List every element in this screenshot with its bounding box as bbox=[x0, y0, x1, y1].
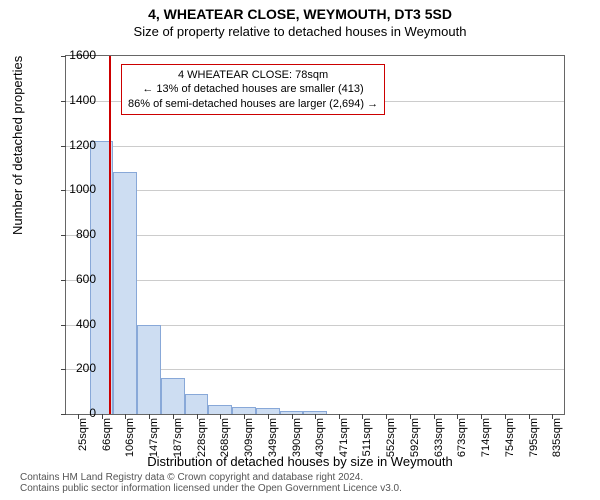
x-tick-label: 754sqm bbox=[504, 418, 516, 478]
histogram-bar bbox=[232, 407, 255, 414]
x-tick-label: 471sqm bbox=[338, 418, 350, 478]
histogram-bar bbox=[113, 172, 137, 414]
footer-line-2: Contains public sector information licen… bbox=[20, 483, 402, 494]
y-tick-label: 1600 bbox=[46, 48, 96, 62]
x-tick-label: 511sqm bbox=[361, 418, 373, 478]
chart-subtitle: Size of property relative to detached ho… bbox=[0, 22, 600, 39]
x-tick-label: 835sqm bbox=[551, 418, 563, 478]
footer-line-1: Contains HM Land Registry data © Crown c… bbox=[20, 472, 402, 483]
footer-attribution: Contains HM Land Registry data © Crown c… bbox=[20, 472, 402, 494]
y-tick-label: 200 bbox=[46, 361, 96, 375]
x-tick-label: 552sqm bbox=[385, 418, 397, 478]
x-tick-label: 430sqm bbox=[314, 418, 326, 478]
x-tick-label: 390sqm bbox=[291, 418, 303, 478]
x-tick-label: 795sqm bbox=[528, 418, 540, 478]
x-tick-label: 633sqm bbox=[433, 418, 445, 478]
reference-line bbox=[109, 56, 111, 414]
x-tick-label: 309sqm bbox=[243, 418, 255, 478]
y-tick-label: 600 bbox=[46, 272, 96, 286]
histogram-bar bbox=[161, 378, 185, 414]
y-tick-label: 400 bbox=[46, 317, 96, 331]
x-tick-label: 673sqm bbox=[456, 418, 468, 478]
grid-line bbox=[66, 190, 564, 191]
grid-line bbox=[66, 146, 564, 147]
x-tick-label: 268sqm bbox=[219, 418, 231, 478]
x-tick-label: 228sqm bbox=[196, 418, 208, 478]
y-axis-label: Number of detached properties bbox=[10, 56, 25, 235]
y-tick-label: 1000 bbox=[46, 182, 96, 196]
annotation-line-2: ← 13% of detached houses are smaller (41… bbox=[128, 82, 378, 96]
x-tick-label: 187sqm bbox=[172, 418, 184, 478]
chart-container: 4, WHEATEAR CLOSE, WEYMOUTH, DT3 5SD Siz… bbox=[0, 0, 600, 500]
x-tick-label: 25sqm bbox=[77, 418, 89, 478]
plot-area: 4 WHEATEAR CLOSE: 78sqm← 13% of detached… bbox=[65, 55, 565, 415]
x-tick-label: 66sqm bbox=[101, 418, 113, 478]
x-tick-label: 147sqm bbox=[148, 418, 160, 478]
histogram-bar bbox=[185, 394, 208, 414]
x-tick-label: 592sqm bbox=[409, 418, 421, 478]
chart-title: 4, WHEATEAR CLOSE, WEYMOUTH, DT3 5SD bbox=[0, 0, 600, 22]
annotation-line-3: 86% of semi-detached houses are larger (… bbox=[128, 97, 378, 111]
grid-line bbox=[66, 280, 564, 281]
x-axis-label: Distribution of detached houses by size … bbox=[0, 454, 600, 469]
histogram-bar bbox=[208, 405, 232, 414]
x-tick-label: 106sqm bbox=[124, 418, 136, 478]
annotation-box: 4 WHEATEAR CLOSE: 78sqm← 13% of detached… bbox=[121, 64, 385, 115]
y-tick-label: 800 bbox=[46, 227, 96, 241]
y-tick-label: 1200 bbox=[46, 138, 96, 152]
y-tick-label: 1400 bbox=[46, 93, 96, 107]
histogram-bar bbox=[137, 325, 160, 415]
grid-line bbox=[66, 235, 564, 236]
x-tick-label: 714sqm bbox=[480, 418, 492, 478]
annotation-line-1: 4 WHEATEAR CLOSE: 78sqm bbox=[128, 68, 378, 82]
x-tick-label: 349sqm bbox=[267, 418, 279, 478]
